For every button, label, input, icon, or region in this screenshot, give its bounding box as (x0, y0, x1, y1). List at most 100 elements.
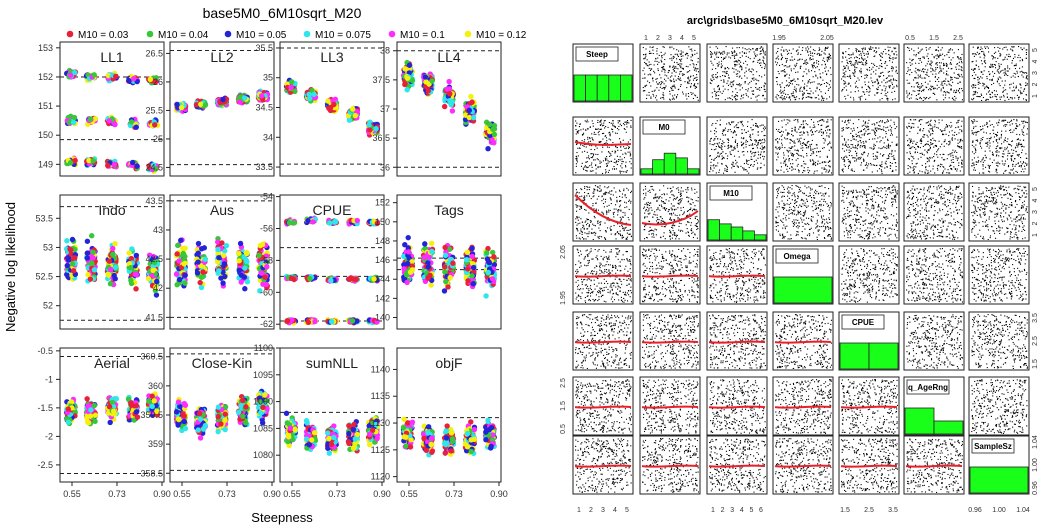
data-point (288, 84, 294, 91)
data-point (491, 140, 497, 146)
data-point (404, 87, 410, 93)
scatter-point (644, 57, 646, 59)
scatter-point (745, 67, 747, 69)
scatter-point (746, 77, 748, 79)
scatter-point (648, 94, 650, 96)
data-point (366, 122, 372, 128)
scatter-point (669, 76, 672, 78)
facet-points (400, 59, 498, 152)
scatter-point (734, 98, 737, 100)
scatter-point (660, 81, 662, 83)
scatter-point (651, 46, 653, 49)
scatter-point (750, 80, 752, 82)
scatter-point (741, 94, 743, 96)
scatter-point (762, 50, 764, 52)
data-point (153, 292, 160, 298)
scatter-point (744, 75, 746, 77)
scatter-point (686, 71, 688, 73)
scatter-point (669, 58, 671, 60)
scatter-point (651, 68, 653, 70)
scatter-point (756, 54, 758, 56)
data-point (87, 276, 94, 282)
scatter-point (738, 63, 740, 65)
scatter-point (681, 67, 683, 69)
scatter-point (733, 51, 735, 53)
data-point (402, 66, 408, 72)
scatter-point (750, 49, 752, 51)
scatter-point (672, 55, 674, 57)
scatter-point (663, 68, 666, 70)
data-point (64, 271, 70, 278)
scatter-point (652, 52, 654, 55)
scatter-point (743, 62, 745, 64)
data-point (466, 114, 473, 121)
scatter-point (671, 46, 673, 48)
scatter-point (690, 91, 692, 94)
scatter-point (662, 92, 664, 94)
scatter-point (646, 84, 648, 86)
scatter-point (742, 47, 744, 49)
y-tick-label: 152 (38, 72, 53, 82)
scatter-point (653, 90, 655, 92)
scatter-point (717, 56, 720, 58)
scatter-point (758, 80, 760, 82)
scatter-point (644, 86, 646, 88)
data-point (131, 75, 137, 82)
scatter-point (642, 54, 645, 56)
scatter-point (663, 88, 666, 90)
scatter-point (675, 79, 677, 81)
scatter-point (697, 57, 699, 60)
data-point (64, 262, 70, 269)
scatter-point (669, 93, 671, 95)
facet-title: LL1 (100, 49, 124, 65)
scatter-point (662, 96, 664, 98)
scatter-point (671, 59, 673, 61)
y-tick-label: 35 (263, 73, 273, 83)
scatter-point (696, 52, 698, 54)
scatter-point (682, 55, 684, 57)
legend-marker (146, 30, 154, 38)
data-point (64, 238, 70, 244)
scatter-point (661, 55, 663, 57)
scatter-point (711, 75, 713, 77)
scatter-point (759, 47, 761, 49)
scatter-point (736, 64, 738, 66)
scatter-point (657, 63, 659, 65)
scatter-point (675, 67, 677, 69)
scatter-point (648, 82, 651, 84)
scatter-point (694, 49, 696, 51)
data-point (84, 255, 90, 261)
data-point (90, 158, 96, 164)
y-tick-label: 42 (153, 283, 163, 293)
scatter-point (642, 46, 644, 49)
histogram-bar (596, 74, 610, 102)
data-point (90, 249, 96, 256)
left-panel-y-label: Negative log likelihood (3, 202, 18, 332)
data-point (176, 276, 183, 283)
data-point (128, 277, 134, 284)
scatter-point (764, 89, 766, 91)
scatter-point (735, 99, 737, 101)
data-point (68, 251, 74, 257)
scatter-point (671, 57, 673, 59)
scatter-point (642, 86, 644, 89)
scatter-point (760, 86, 762, 89)
scatter-point (730, 81, 732, 83)
legend-marker (224, 30, 232, 38)
scatter-point (731, 52, 733, 55)
data-point (87, 116, 93, 122)
data-point (182, 245, 188, 252)
scatter-point (736, 47, 738, 49)
scatter-point (677, 55, 679, 57)
data-point (447, 97, 453, 104)
scatter-point (676, 53, 678, 55)
scatter-point (756, 88, 758, 90)
scatter-point (679, 73, 681, 75)
data-point (182, 272, 188, 278)
scatter-point (664, 87, 666, 89)
scatter-point (694, 83, 696, 85)
scatter-point (673, 78, 675, 80)
scatter-point (695, 70, 697, 72)
scatter-point (741, 51, 743, 53)
scatter-point (682, 93, 684, 95)
